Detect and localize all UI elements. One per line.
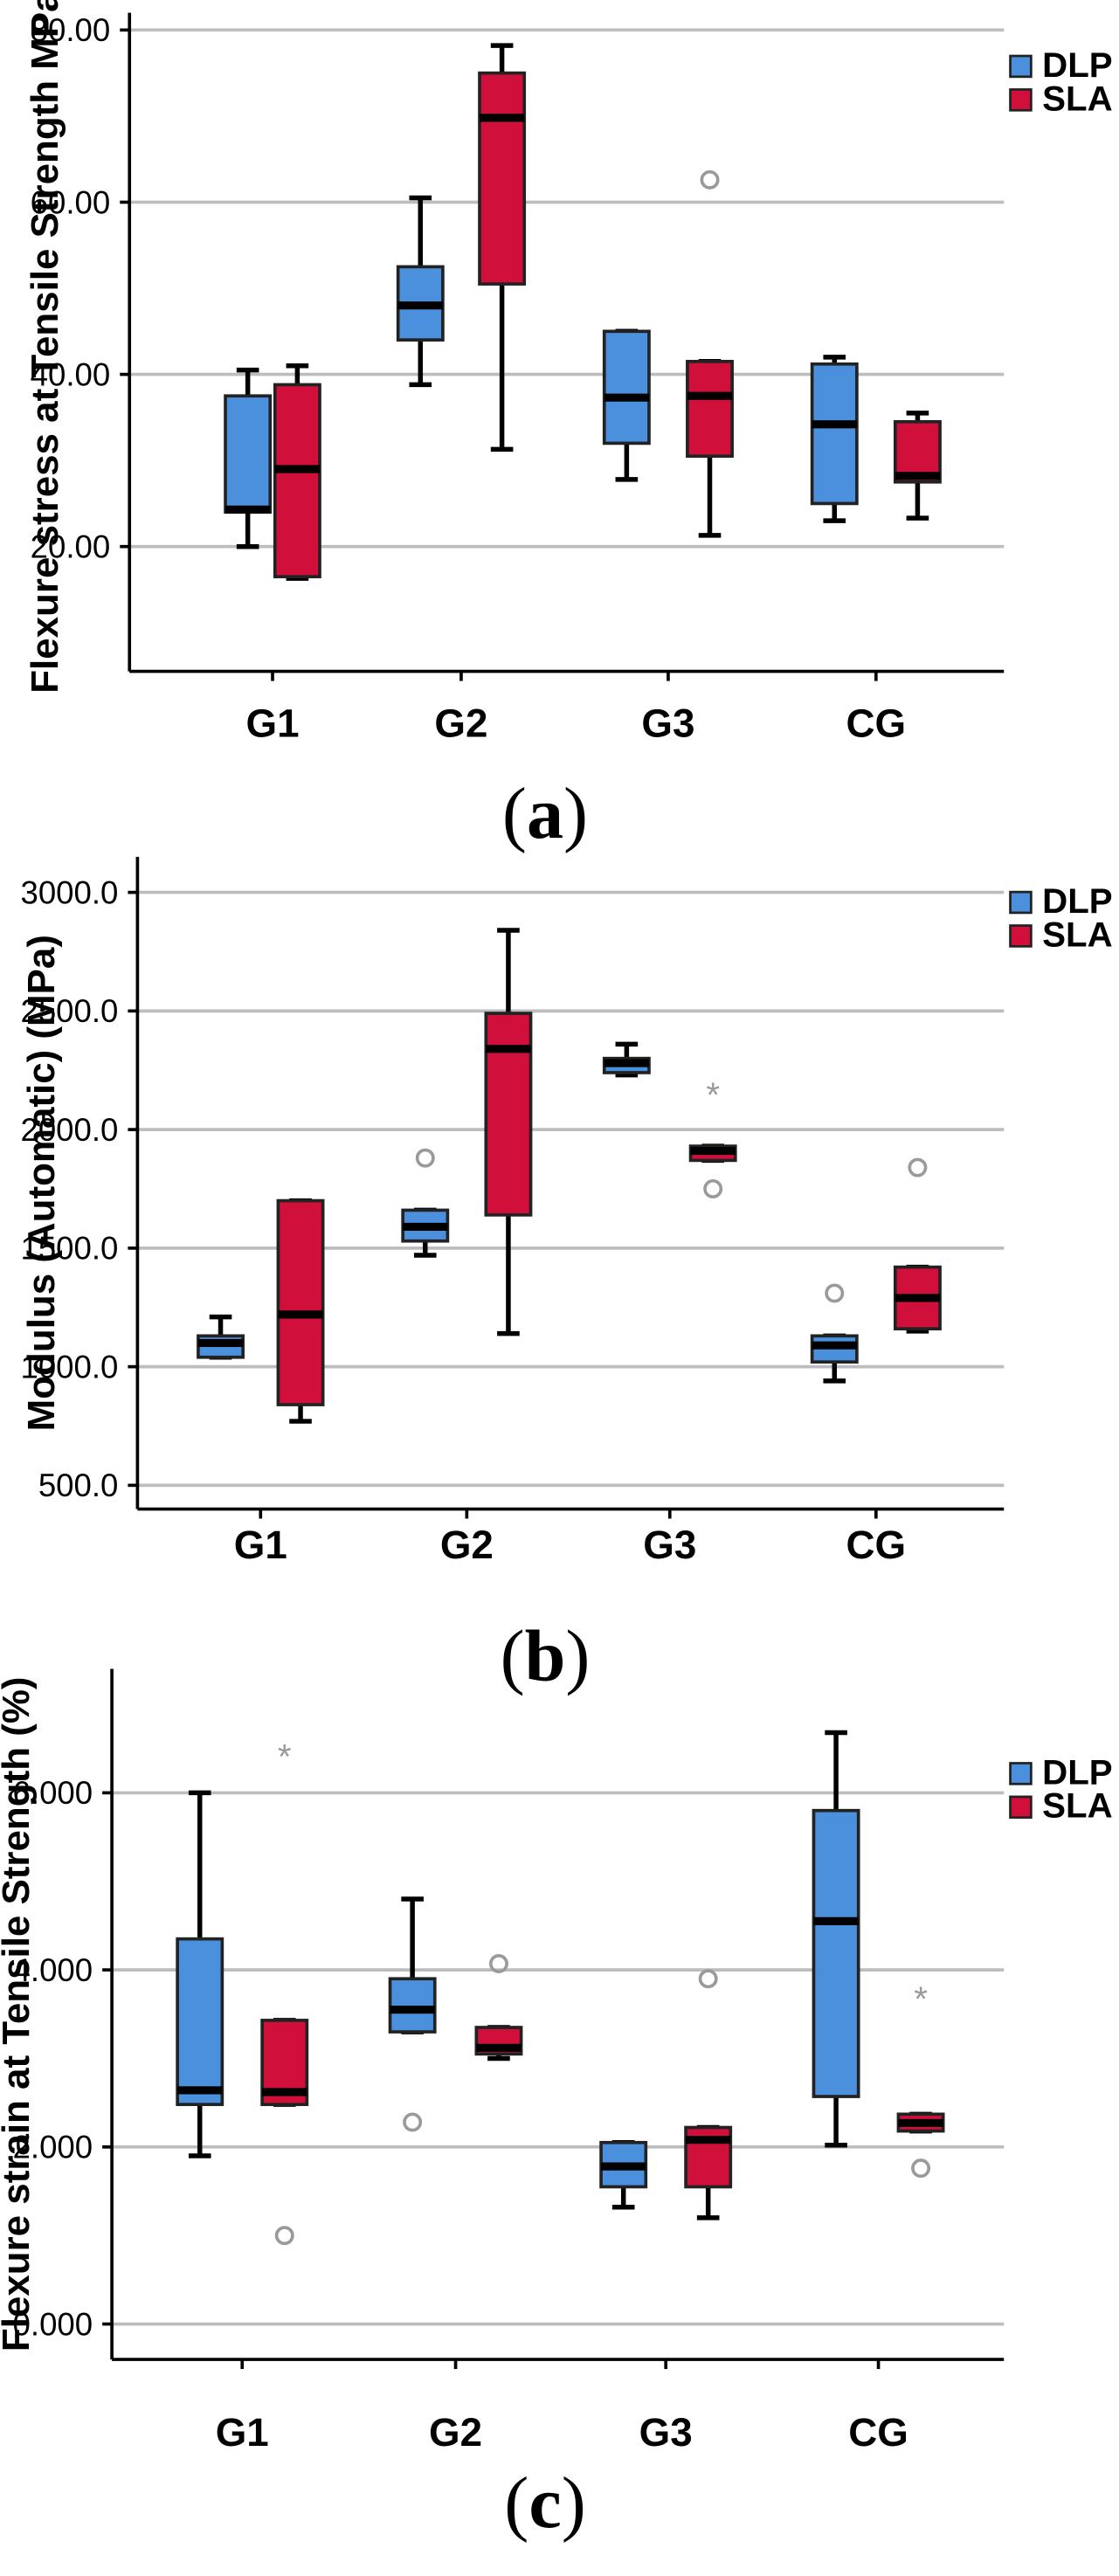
y-tick-label: 2.000 <box>13 2130 93 2165</box>
box-dlp <box>224 394 273 515</box>
box-dlp <box>176 1937 224 2107</box>
box-dlp <box>602 329 651 445</box>
box-sla <box>686 359 734 459</box>
legend-label: DLP <box>1042 1752 1113 1792</box>
y-tick-label: 4.000 <box>13 1952 93 1988</box>
box-sla <box>478 71 527 286</box>
x-tick-label: CG <box>848 2410 908 2455</box>
x-tick-label: CG <box>846 701 907 746</box>
y-tick-label: 2000.0 <box>20 1112 118 1148</box>
box-dlp <box>810 362 859 506</box>
outlier-point <box>274 2226 294 2246</box>
legend-swatch-dlp <box>1009 54 1033 79</box>
y-axis-title: Modulus (Automatic) (MPa) <box>20 935 63 1431</box>
outlier-point <box>415 1148 435 1168</box>
outlier-extreme: * <box>278 1737 292 1776</box>
x-tick-label: G3 <box>641 701 694 746</box>
outlier-point <box>700 169 720 190</box>
caption-open-paren: ( <box>502 773 527 854</box>
outlier-point <box>908 1157 928 1178</box>
box-dlp <box>812 1808 860 2098</box>
x-tick-label: G2 <box>429 2410 482 2455</box>
y-tick-label: 500.0 <box>38 1468 119 1503</box>
outlier-point <box>698 1969 718 1989</box>
y-axis-title: Flexure strain at Tensile Strength (%) <box>0 1677 38 2352</box>
outlier-point <box>403 2112 423 2132</box>
caption-letter: a <box>527 773 563 854</box>
x-tick-label: G2 <box>440 1523 494 1567</box>
legend-label: DLP <box>1042 881 1113 921</box>
legend-swatch-sla <box>1009 1795 1033 1820</box>
chart-panel-a: 20.00 40.00 60.00 80.00 G1 G2 G3 CG Flexure stre… <box>24 0 1113 854</box>
outlier-point <box>703 1179 723 1198</box>
panel-caption: (a) <box>502 773 588 854</box>
y-tick-label: 2500.0 <box>20 993 118 1029</box>
outlier-extreme: * <box>706 1075 720 1115</box>
x-tick-label: G1 <box>216 2410 269 2455</box>
y-tick-label: 0.000 <box>13 2306 93 2342</box>
legend-label: SLA <box>1042 915 1113 954</box>
x-tick-label: G1 <box>234 1523 287 1567</box>
y-tick-label: 3000.0 <box>20 874 118 910</box>
box-sla <box>273 383 321 579</box>
panel-caption: (b) <box>501 1615 591 1696</box>
y-tick-label: 60.00 <box>31 184 111 220</box>
caption-open-paren: ( <box>501 1615 525 1696</box>
y-tick-label: 1500.0 <box>20 1231 118 1267</box>
x-tick-label: G3 <box>639 2410 693 2455</box>
caption-close-paren: ) <box>565 1615 590 1696</box>
caption-close-paren: ) <box>563 773 588 854</box>
x-tick-label: G2 <box>434 701 487 746</box>
caption-open-paren: ( <box>504 2462 528 2544</box>
y-tick-label: 20.00 <box>31 529 111 565</box>
caption-letter: c <box>528 2462 561 2544</box>
box-dlp <box>388 1977 437 2034</box>
legend-label: DLP <box>1042 45 1113 85</box>
caption-letter: b <box>525 1615 566 1696</box>
panel-caption: (c) <box>504 2462 585 2544</box>
x-tick-label: G3 <box>643 1523 696 1567</box>
legend-label: SLA <box>1042 1786 1113 1826</box>
outlier-point <box>911 2158 931 2179</box>
y-axis-title: Flexure stress at Tensile Strength MPa <box>24 0 66 694</box>
legend-swatch-sla <box>1009 88 1033 112</box>
y-tick-label: 1000.0 <box>20 1349 118 1385</box>
chart-panel-b: 500.0 1000.0 1500.0 2000.0 2500.0 3000.0 G1 G2 G… <box>20 856 1113 1696</box>
chart-panel-c: 0.000 2.000 4.000 6.000 G1 G2 G3 CG Flexure stra… <box>0 1668 1113 2544</box>
x-tick-label: G1 <box>245 701 299 746</box>
outlier-point <box>488 1954 508 1974</box>
legend-swatch-dlp <box>1009 1762 1033 1785</box>
box-sla <box>276 1198 325 1406</box>
y-tick-label: 80.00 <box>31 12 111 48</box>
x-tick-label: CG <box>846 1523 907 1567</box>
caption-close-paren: ) <box>562 2462 586 2544</box>
box-sla <box>484 1012 533 1217</box>
legend-label: SLA <box>1042 79 1113 118</box>
outlier-point <box>825 1283 845 1303</box>
legend-swatch-sla <box>1009 924 1033 948</box>
box-sla <box>893 419 942 484</box>
outlier-extreme: * <box>914 1979 928 2019</box>
legend-swatch-dlp <box>1009 890 1033 915</box>
y-tick-label: 6.000 <box>13 1775 93 1811</box>
y-tick-label: 40.00 <box>31 356 111 392</box>
